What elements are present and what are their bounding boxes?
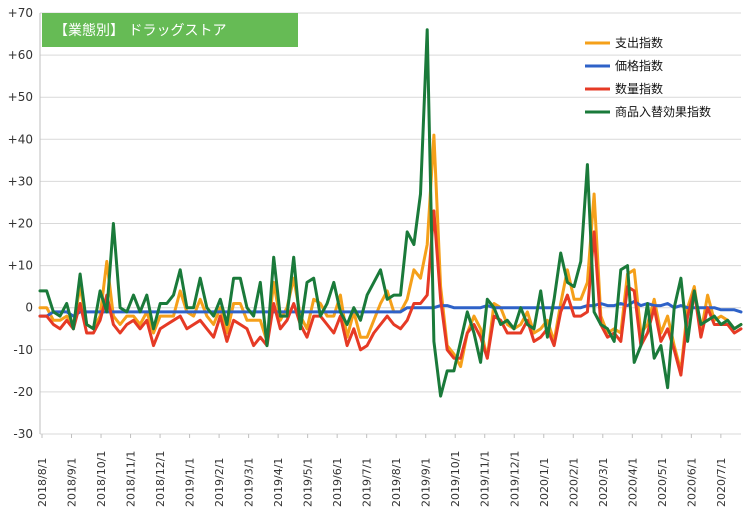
x-tick-label: 2019/12/1: [508, 451, 521, 507]
x-tick-label: 2019/10/1: [449, 451, 462, 507]
x-tick-label: 2019/7/1: [361, 458, 374, 507]
chart-title-box: 【業態別】 ドラッグストア: [42, 13, 298, 47]
y-tick-label: +30: [8, 174, 33, 188]
legend-label: 数量指数: [615, 81, 663, 96]
x-tick-label: 2018/12/1: [154, 451, 167, 507]
legend-label: 支出指数: [615, 35, 663, 50]
legend-label: 商品入替効果指数: [615, 104, 711, 119]
y-tick-label: +40: [8, 132, 33, 146]
x-tick-label: 2020/2/1: [567, 458, 580, 507]
series-line-0: [38, 133, 743, 373]
x-tick-label: 2019/1/1: [184, 458, 197, 507]
x-tick-label: 2018/8/1: [36, 458, 49, 507]
series-line-3: [38, 28, 743, 398]
y-tick-label: +10: [8, 259, 33, 273]
y-tick-label: -10: [13, 343, 33, 357]
x-tick-label: 2018/9/1: [66, 458, 79, 507]
grid: [39, 12, 741, 435]
y-axis: -30 -20 -10 0 +10 +20 +30 +40 +50 +60 +70: [8, 6, 33, 441]
x-tick-label: 2020/4/1: [626, 458, 639, 507]
x-tick-label: 2019/9/1: [420, 458, 433, 507]
x-tick-label: 2019/6/1: [331, 458, 344, 507]
x-tick-label: 2020/1/1: [538, 458, 551, 507]
x-tick-label: 2020/7/1: [715, 458, 728, 507]
y-tick-label: -20: [13, 385, 33, 399]
x-tick-label: 2018/10/1: [95, 451, 108, 507]
series-line-2: [38, 209, 743, 377]
y-tick-label: +70: [8, 6, 33, 20]
x-tick-label: 2020/5/1: [656, 458, 669, 507]
x-tick-label: 2019/3/1: [243, 458, 256, 507]
y-tick-label: +20: [8, 217, 33, 231]
chart-title: 【業態別】 ドラッグストア: [54, 23, 226, 39]
x-tick-label: 2019/4/1: [272, 458, 285, 507]
x-axis: 2018/8/1 2018/9/1 2018/10/1 2018/11/1 2018/1…: [36, 434, 728, 507]
y-tick-label: +50: [8, 90, 33, 104]
y-tick-label: -30: [13, 427, 33, 441]
y-tick-label: 0: [25, 301, 33, 315]
x-tick-label: 2019/5/1: [302, 458, 315, 507]
chart-title-background: [42, 13, 298, 47]
x-tick-label: 2020/6/1: [685, 458, 698, 507]
x-tick-label: 2020/3/1: [597, 458, 610, 507]
x-tick-label: 2019/2/1: [213, 458, 226, 507]
x-tick-label: 2019/8/1: [390, 458, 403, 507]
legend-label: 価格指数: [615, 58, 663, 73]
x-tick-label: 2019/11/1: [479, 451, 492, 507]
series-lines: [38, 28, 743, 398]
x-tick-label: 2018/11/1: [125, 451, 138, 507]
y-tick-label: +60: [8, 48, 33, 62]
